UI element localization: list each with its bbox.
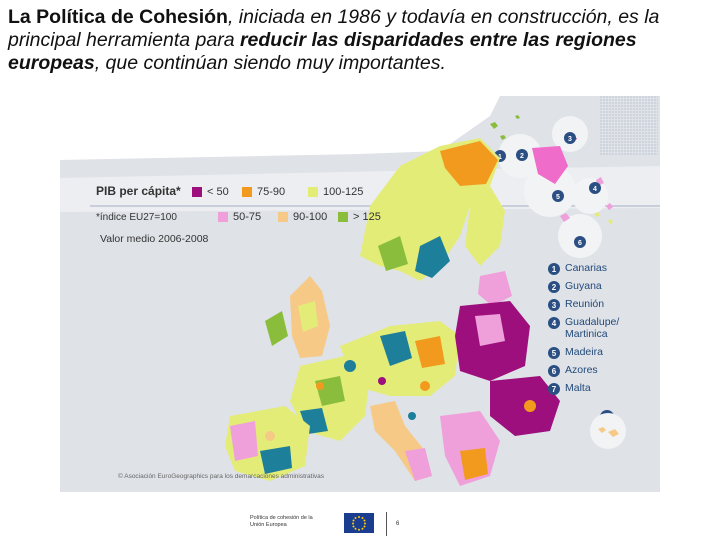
map-credit: © Asociación EuroGeographics para los de… bbox=[118, 473, 325, 480]
swatch-lt50 bbox=[192, 187, 202, 197]
outer-region-label: Azores bbox=[565, 364, 598, 376]
outer-region-label: Madeira bbox=[565, 346, 603, 358]
outer-region-num: 1 bbox=[548, 263, 560, 275]
outer-region-6: 6 Azores bbox=[548, 364, 658, 382]
legend-label-100-125: 100-125 bbox=[323, 186, 364, 198]
cohesion-map-figure: 3 1 2 4 5 6 7 bbox=[60, 96, 660, 492]
outer-region-label: Reunión bbox=[565, 298, 605, 310]
inset-malta bbox=[590, 413, 626, 449]
legend-class-lt50: < 50 bbox=[192, 186, 229, 198]
inset-num-1: 1 bbox=[498, 154, 502, 161]
outer-region-2: 2 Guyana bbox=[548, 280, 658, 298]
page-number: 6 bbox=[396, 521, 400, 527]
inset-num-4: 4 bbox=[593, 186, 597, 193]
swatch-gt125 bbox=[338, 212, 348, 222]
inset-num-5: 5 bbox=[556, 194, 560, 201]
legend-label-75-90: 75-90 bbox=[257, 186, 286, 198]
intro-paragraph: La Política de Cohesión, iniciada en 198… bbox=[8, 6, 714, 75]
inset-badge-4 bbox=[589, 182, 601, 194]
inset-badge-2 bbox=[516, 149, 528, 161]
legend-band bbox=[60, 166, 660, 212]
inset-badge-5 bbox=[552, 190, 564, 202]
legend-subtitle: *índice EU27=100 bbox=[96, 212, 177, 223]
legend-label-90-100: 90-100 bbox=[293, 211, 328, 223]
outer-region-label: Guyana bbox=[565, 280, 602, 292]
outer-region-7: 7 Malta bbox=[548, 382, 658, 400]
outer-region-3: 3 Reunión bbox=[548, 298, 658, 316]
legend-class-gt125: > 125 bbox=[338, 211, 381, 223]
legend-label-50-75: 50-75 bbox=[233, 211, 262, 223]
outer-region-label: Canarias bbox=[565, 262, 608, 274]
swatch-75-90 bbox=[242, 187, 252, 197]
europe-map bbox=[225, 138, 560, 486]
intro-bold-1: La Política de Cohesión bbox=[8, 6, 228, 28]
inset-num-3: 3 bbox=[568, 136, 572, 143]
outer-region-num: 2 bbox=[548, 281, 560, 293]
inset-num-6: 6 bbox=[578, 240, 582, 247]
outermost-regions-list: 1 Canarias 2 Guyana 3 Reunión 4 Guadalup… bbox=[548, 262, 658, 400]
swatch-50-75 bbox=[218, 212, 228, 222]
legend-label-gt125: > 125 bbox=[353, 211, 381, 223]
footer-separator bbox=[386, 512, 387, 536]
intro-bold-3: reducir las disparidades entre las regio… bbox=[8, 29, 637, 74]
dot-grid bbox=[600, 96, 658, 156]
outer-region-5: 5 Madeira bbox=[548, 346, 658, 364]
eu-flag-icon bbox=[344, 513, 374, 533]
legend-class-90-100: 90-100 bbox=[278, 211, 327, 223]
map-svg: 3 1 2 4 5 6 7 bbox=[60, 96, 660, 492]
intro-text-4: , que continúan siendo muy importantes. bbox=[94, 52, 446, 74]
inset-guyana bbox=[532, 146, 568, 184]
outer-region-num: 6 bbox=[548, 365, 560, 377]
swatch-100-125 bbox=[308, 187, 318, 197]
inset-num-2: 2 bbox=[520, 153, 524, 160]
outer-region-label: Malta bbox=[565, 382, 591, 394]
legend-class-100-125: 100-125 bbox=[308, 186, 363, 198]
outer-region-num: 3 bbox=[548, 299, 560, 311]
outer-region-label: Guadalupe/ Martinica bbox=[565, 316, 620, 340]
legend-class-50-75: 50-75 bbox=[218, 211, 261, 223]
intro-text-2: , iniciada en 1986 y todavía en construc… bbox=[8, 6, 660, 51]
outer-region-num: 5 bbox=[548, 347, 560, 359]
inset-badge-3 bbox=[564, 132, 576, 144]
legend-title: PIB per cápita* bbox=[96, 184, 181, 198]
footer-text: Política de cohesión de la Unión Europea bbox=[250, 515, 313, 528]
legend-class-75-90: 75-90 bbox=[242, 186, 285, 198]
outer-region-4: 4 Guadalupe/ Martinica bbox=[548, 316, 658, 346]
footer: Política de cohesión de la Unión Europea… bbox=[250, 512, 450, 538]
legend-label-lt50: < 50 bbox=[207, 186, 229, 198]
legend-period: Valor medio 2006-2008 bbox=[100, 233, 209, 245]
outer-region-1: 1 Canarias bbox=[548, 262, 658, 280]
inset-badge-6 bbox=[574, 236, 586, 248]
swatch-90-100 bbox=[278, 212, 288, 222]
outer-region-num: 7 bbox=[548, 383, 560, 395]
outer-region-num: 4 bbox=[548, 317, 560, 329]
